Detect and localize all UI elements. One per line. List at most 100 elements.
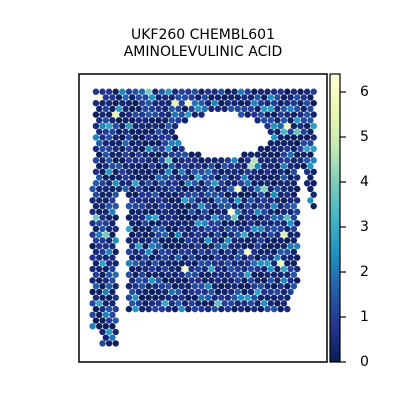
- spot: [171, 237, 179, 244]
- spot: [280, 94, 288, 101]
- spot: [89, 185, 96, 193]
- spot: [254, 300, 261, 307]
- spot: [290, 111, 298, 118]
- spot: [251, 225, 258, 233]
- spot: [198, 168, 205, 175]
- spot: [198, 260, 205, 267]
- spot: [112, 157, 119, 164]
- spot: [112, 328, 119, 336]
- spot: [274, 300, 281, 307]
- spot: [132, 271, 139, 278]
- spot: [102, 254, 110, 261]
- spot: [191, 111, 199, 118]
- spot: [247, 94, 255, 101]
- spot: [284, 145, 291, 153]
- spot: [234, 105, 241, 113]
- spot: [155, 300, 162, 307]
- spot: [122, 151, 129, 158]
- spot: [195, 220, 202, 227]
- colorbar-tick-label: 0: [360, 354, 369, 370]
- spot: [221, 185, 228, 193]
- spot: [171, 248, 179, 256]
- spot: [148, 300, 156, 307]
- spot: [221, 288, 228, 296]
- spot: [267, 117, 274, 124]
- spot: [195, 208, 202, 216]
- spot: [105, 248, 113, 256]
- spot: [115, 151, 123, 158]
- spot: [280, 185, 288, 193]
- spot: [198, 294, 205, 301]
- spot: [231, 157, 238, 164]
- spot: [119, 99, 126, 107]
- spot: [138, 202, 146, 210]
- spot: [112, 340, 119, 347]
- spot: [237, 202, 245, 210]
- spot: [129, 185, 136, 193]
- spot: [162, 208, 169, 216]
- spot: [89, 311, 96, 318]
- spot: [181, 254, 189, 261]
- spot: [185, 260, 192, 267]
- spot: [303, 88, 311, 95]
- spot: [148, 105, 156, 113]
- spot: [201, 220, 208, 227]
- spot: [99, 225, 106, 233]
- spot: [148, 208, 156, 216]
- spot: [290, 122, 298, 130]
- spot: [247, 300, 255, 307]
- spot: [155, 197, 162, 204]
- spot: [158, 168, 166, 175]
- spot: [218, 191, 225, 198]
- spot: [109, 323, 116, 330]
- spot: [274, 254, 281, 261]
- spot: [152, 145, 159, 153]
- spot: [135, 94, 142, 101]
- spot: [105, 283, 113, 290]
- spot: [280, 208, 288, 216]
- spot: [257, 180, 265, 187]
- spot: [267, 162, 274, 170]
- spot: [264, 99, 271, 107]
- spot: [310, 145, 317, 153]
- spot: [96, 242, 103, 250]
- spot: [208, 208, 215, 216]
- spot: [287, 254, 294, 261]
- spot: [178, 88, 185, 95]
- spot: [198, 225, 205, 233]
- spot: [218, 237, 225, 244]
- spot: [171, 305, 179, 313]
- spot: [138, 225, 146, 233]
- spot: [132, 294, 139, 301]
- spot: [138, 88, 146, 95]
- spot: [96, 162, 103, 170]
- spot: [105, 328, 113, 336]
- spot: [224, 180, 232, 187]
- spot: [211, 202, 218, 210]
- spot: [175, 140, 182, 147]
- spot: [135, 231, 142, 238]
- spot: [257, 225, 265, 233]
- spot: [158, 225, 166, 233]
- spot: [204, 157, 212, 164]
- spot: [224, 248, 232, 256]
- spot: [257, 191, 265, 198]
- spot: [241, 208, 248, 216]
- spot: [244, 294, 251, 301]
- spot: [142, 174, 149, 181]
- spot: [119, 145, 126, 153]
- spot: [214, 220, 222, 227]
- spot: [165, 225, 172, 233]
- spot: [162, 174, 169, 181]
- spot: [261, 162, 268, 170]
- spot: [287, 220, 294, 227]
- spot: [198, 271, 205, 278]
- spot: [168, 94, 175, 101]
- spot: [195, 242, 202, 250]
- spot: [264, 111, 271, 118]
- spot: [171, 271, 179, 278]
- spot: [145, 214, 152, 221]
- spot: [310, 111, 317, 118]
- spot: [237, 283, 245, 290]
